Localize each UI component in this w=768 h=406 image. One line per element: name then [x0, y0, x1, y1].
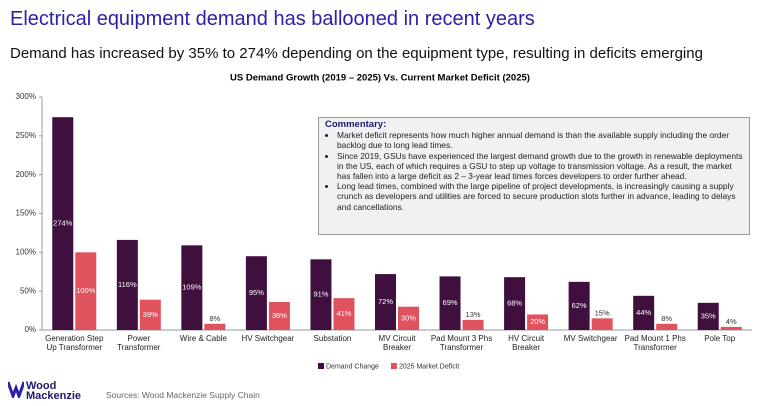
value-label: 116% [118, 280, 137, 289]
bar [245, 256, 267, 330]
legend-label: Demand Change [326, 363, 379, 370]
logo: Wood Mackenzie [26, 380, 82, 402]
bar [268, 302, 290, 330]
value-label: 68% [507, 299, 522, 308]
bar [52, 117, 74, 331]
x-tick-label: Generation Step Up Transformer [45, 334, 104, 352]
value-label: 36% [272, 311, 287, 320]
bar [633, 295, 655, 330]
source-note: Sources: Wood Mackenzie Supply Chain [106, 390, 260, 400]
bar [656, 323, 678, 330]
y-tick-label: 150% [16, 209, 36, 218]
bar [568, 281, 590, 330]
value-label: 20% [530, 317, 545, 326]
slide-subtitle: Demand has increased by 35% to 274% depe… [10, 45, 703, 62]
value-label: 100% [76, 286, 96, 295]
commentary-item: Long lead times, combined with the large… [337, 181, 743, 212]
legend-label: 2025 Market Deficit [399, 363, 459, 370]
value-label: 44% [636, 308, 651, 317]
x-tick-label: MV Switchgear [563, 334, 618, 343]
bar [527, 314, 549, 330]
commentary-item: Since 2019, GSUs have experienced the la… [337, 151, 743, 182]
bar [333, 298, 355, 330]
value-label: 72% [378, 297, 393, 306]
x-tick-label: MV Circuit Breaker [378, 334, 416, 352]
y-tick-label: 200% [16, 170, 36, 179]
logo-text: Wood [26, 380, 57, 392]
x-tick-label: Pad Mount 1 Phs Transformer [624, 334, 686, 352]
value-label: 13% [466, 310, 481, 319]
x-tick-label: Wire & Cable [179, 334, 227, 343]
logo-text: Mackenzie [26, 390, 82, 402]
value-label: 109% [182, 283, 202, 292]
bar [204, 323, 226, 330]
y-tick-label: 300% [16, 92, 36, 101]
x-tick-label: Pad Mount 3 Phs Transformer [430, 334, 493, 352]
bar [75, 252, 97, 330]
commentary-title: Commentary: [325, 119, 387, 130]
bar [504, 277, 526, 330]
y-tick-label: 50% [20, 286, 36, 295]
commentary-item: Market deficit represents how much highe… [337, 130, 743, 150]
value-label: 91% [313, 290, 328, 299]
value-label: 95% [249, 288, 264, 297]
value-label: 274% [53, 219, 73, 228]
value-label: 4% [726, 317, 737, 326]
value-label: 41% [336, 309, 351, 318]
value-label: 30% [401, 313, 416, 322]
value-label: 8% [209, 314, 220, 323]
x-tick-label: Substation [313, 334, 352, 343]
bar [462, 319, 484, 330]
bar [439, 276, 461, 330]
x-tick-label: Pole Top [704, 334, 736, 343]
y-tick-label: 250% [16, 131, 36, 140]
value-label: 35% [701, 311, 716, 320]
bar [720, 326, 742, 330]
bar [310, 259, 332, 330]
logo-icon [8, 381, 24, 398]
x-tick-label: HV Circuit Breaker [508, 334, 545, 352]
value-label: 62% [572, 301, 587, 310]
x-tick-label: HV Switchgear [241, 334, 295, 343]
legend-swatch [390, 363, 397, 369]
value-label: 69% [443, 298, 458, 307]
bar [375, 274, 396, 330]
x-tick-label: Power Transformer [117, 334, 161, 352]
y-tick-label: 100% [16, 247, 36, 256]
bar [181, 245, 203, 330]
value-label: 39% [143, 310, 158, 319]
bar [139, 299, 161, 330]
slide-title: Electrical equipment demand has balloone… [10, 8, 535, 30]
chart-title: US Demand Growth (2019 – 2025) Vs. Curre… [230, 73, 530, 84]
commentary-box: Commentary: Market deficit represents ho… [318, 117, 750, 235]
commentary-list: Market deficit represents how much highe… [325, 130, 743, 212]
bar [116, 239, 138, 330]
value-label: 15% [595, 308, 610, 317]
bar [591, 318, 613, 330]
bar [398, 306, 419, 330]
y-tick-label: 0% [24, 325, 36, 334]
legend-swatch [318, 363, 324, 369]
bar [697, 302, 719, 330]
value-label: 8% [661, 314, 672, 323]
